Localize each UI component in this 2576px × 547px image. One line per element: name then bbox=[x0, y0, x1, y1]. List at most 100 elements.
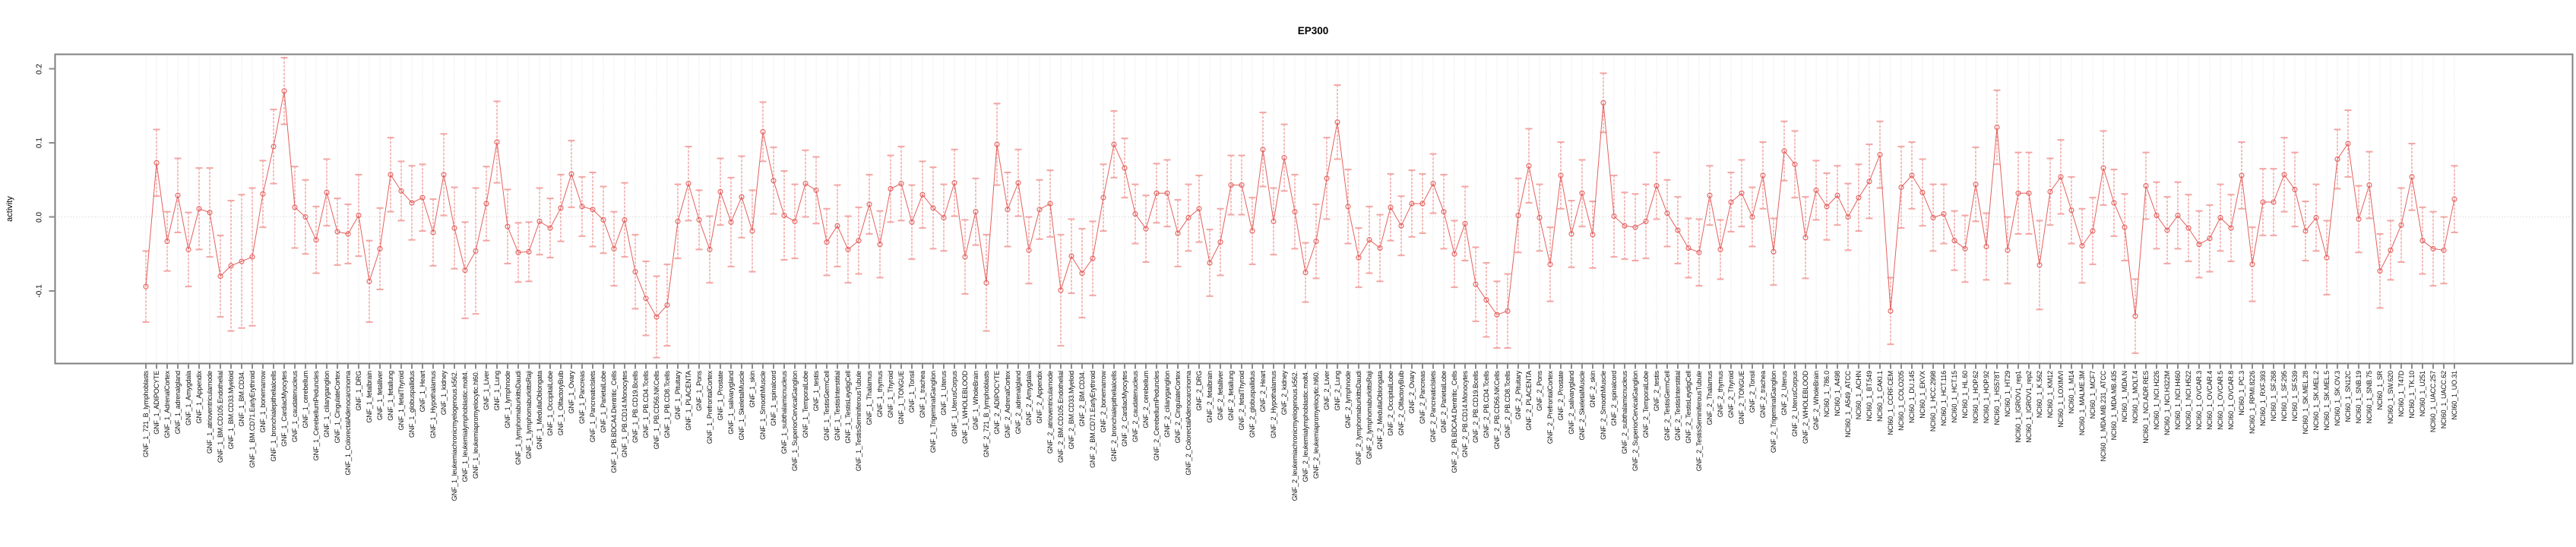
data-point-marker bbox=[2313, 214, 2319, 221]
x-tick-label: GNF_1_Amygdala bbox=[185, 371, 192, 425]
data-point-marker bbox=[1292, 209, 1298, 215]
data-point-marker bbox=[483, 201, 489, 207]
x-tick-label: GNF_2_Liver bbox=[1323, 371, 1331, 410]
x-tick-label: GNF_2_caudatenucleus bbox=[1131, 371, 1139, 443]
x-tick-label: GNF_1_PB.CD8.Tcells bbox=[663, 371, 671, 438]
error-bar bbox=[2110, 169, 2118, 237]
x-tick-label: GNF_2_salivarygland bbox=[1568, 371, 1575, 435]
data-point-marker bbox=[2271, 199, 2277, 205]
data-point-marker bbox=[919, 191, 926, 198]
error-bar bbox=[1866, 143, 1873, 220]
data-point-marker bbox=[2185, 225, 2191, 231]
x-tick-label: GNF_1_BM.CD71.EarlyErythroid bbox=[248, 371, 256, 468]
x-tick-label: GNF_1_kidney bbox=[440, 371, 448, 416]
x-tick-label: NCI60_1_SK.MEL.5 bbox=[2323, 371, 2331, 431]
error-bar bbox=[2302, 201, 2309, 262]
error-bar bbox=[2078, 207, 2086, 284]
data-point-marker bbox=[802, 181, 809, 187]
data-point-marker bbox=[941, 214, 947, 221]
x-tick-label: NCI60_1_SR bbox=[2376, 371, 2384, 410]
data-point-marker bbox=[1483, 297, 1489, 303]
x-tick-label: GNF_2_Prostate bbox=[1557, 371, 1565, 421]
x-tick-label: GNF_1_PB.CD19.Bcells bbox=[631, 371, 639, 444]
x-tick-label: GNF_1_trachea bbox=[919, 371, 926, 419]
x-tick-label: GNF_1_PB.CD4.Tcells bbox=[642, 371, 650, 438]
error-bar bbox=[2057, 139, 2065, 215]
x-tick-label: GNF_2_Amygdala bbox=[1025, 371, 1033, 425]
x-tick-label: GNF_1_TONGUE bbox=[897, 371, 905, 425]
x-tick-label: GNF_1_Pituitary bbox=[674, 371, 682, 420]
error-bar bbox=[2334, 128, 2341, 190]
x-tick-label: GNF_1_Thalamus bbox=[866, 371, 873, 425]
error-bar bbox=[1812, 160, 1820, 221]
data-point-marker bbox=[2228, 225, 2234, 231]
data-point-marker bbox=[1473, 281, 1479, 287]
error-bar bbox=[897, 145, 905, 222]
error-bar bbox=[1738, 159, 1745, 228]
error-bar bbox=[621, 182, 628, 258]
x-tick-label: NCI60_1_EKVX bbox=[1919, 371, 1926, 419]
error-bar bbox=[1004, 172, 1011, 248]
error-bar bbox=[1248, 197, 1256, 265]
error-bar bbox=[2238, 141, 2245, 210]
x-tick-label: NCI60_1_HCC.2998 bbox=[1929, 371, 1937, 432]
data-point-marker bbox=[1739, 190, 1745, 196]
data-point-marker bbox=[249, 254, 255, 260]
error-bar bbox=[1993, 89, 2001, 166]
error-bar bbox=[1280, 123, 1288, 192]
x-tick-label: GNF_2_cerebellum bbox=[1142, 371, 1150, 428]
data-point-marker bbox=[1696, 249, 1702, 255]
x-tick-label: GNF_1_DRG bbox=[355, 371, 362, 411]
error-bar bbox=[429, 198, 437, 267]
data-point-marker bbox=[2005, 247, 2011, 253]
data-point-marker bbox=[451, 225, 457, 231]
x-tick-label: NCI60_1_HT29 bbox=[2004, 371, 2011, 417]
data-point-marker bbox=[973, 209, 979, 215]
x-tick-label: GNF_1_ADIPOCYTE bbox=[153, 371, 160, 435]
data-point-marker bbox=[1409, 201, 1415, 207]
error-bar bbox=[1919, 158, 1926, 227]
data-point-marker bbox=[771, 178, 777, 184]
error-bar bbox=[217, 234, 224, 318]
data-point-marker bbox=[1515, 212, 1521, 219]
error-bar bbox=[1429, 153, 1437, 214]
error-bar bbox=[2227, 194, 2235, 262]
x-tick-label: NCI60_1_HOP.62 bbox=[1972, 371, 1979, 424]
x-tick-label: NCI60_1_IGROV1_rep1 bbox=[2014, 371, 2022, 443]
x-tick-label: GNF_1_leukemialymphoblastic.molt4. bbox=[461, 371, 469, 482]
x-tick-label: GNF_2_leukemiapromyelocytic.hl60. bbox=[1312, 371, 1320, 479]
error-bar bbox=[408, 165, 416, 241]
x-tick-label: GNF_1_Hypothalamus bbox=[429, 371, 437, 438]
data-point-marker bbox=[1058, 287, 1064, 293]
data-point-marker bbox=[834, 223, 840, 229]
error-bar bbox=[366, 239, 373, 323]
x-tick-label: GNF_1_WholeBrain bbox=[972, 371, 979, 431]
x-tick-label: NCI60_1_MDA.N bbox=[2121, 371, 2128, 422]
data-point-marker bbox=[866, 201, 872, 207]
x-tick-label: GNF_2_PB.CD56.NKCells bbox=[1493, 371, 1501, 450]
x-tick-label: GNF_2_adrenalgland bbox=[1014, 371, 1022, 435]
x-tick-label: GNF_2_Appendix bbox=[1036, 371, 1043, 424]
data-point-marker bbox=[1919, 189, 1926, 195]
data-point-marker bbox=[547, 225, 553, 231]
x-tick-label: NCI60_1_OVCAR.8 bbox=[2227, 371, 2235, 430]
error-bar bbox=[1780, 120, 1788, 182]
error-bar bbox=[302, 179, 309, 255]
x-tick-label: GNF_2_Pons bbox=[1536, 371, 1543, 412]
error-bar bbox=[1397, 195, 1405, 257]
x-tick-label: NCI60_1_SF.268 bbox=[2270, 371, 2277, 422]
x-tick-label: GNF_1_caudatenucleus bbox=[291, 371, 299, 443]
data-point-marker bbox=[1239, 182, 1245, 188]
error-bar bbox=[2004, 216, 2011, 285]
data-point-marker bbox=[1196, 206, 1202, 212]
x-tick-label: NCI60_1_MALME.3M bbox=[2078, 371, 2086, 436]
error-bar bbox=[1323, 137, 1331, 220]
x-tick-label: NCI60_1_MCF7 bbox=[2089, 371, 2097, 419]
x-tick-label: GNF_1_CardiacMyocytes bbox=[280, 371, 288, 447]
x-tick-label: GNF_2_trachea bbox=[1759, 371, 1767, 419]
data-point-marker bbox=[398, 188, 404, 194]
error-bar bbox=[2323, 220, 2331, 296]
data-point-marker bbox=[1398, 223, 1404, 229]
error-bar bbox=[1110, 110, 1118, 179]
error-bar bbox=[866, 173, 873, 235]
